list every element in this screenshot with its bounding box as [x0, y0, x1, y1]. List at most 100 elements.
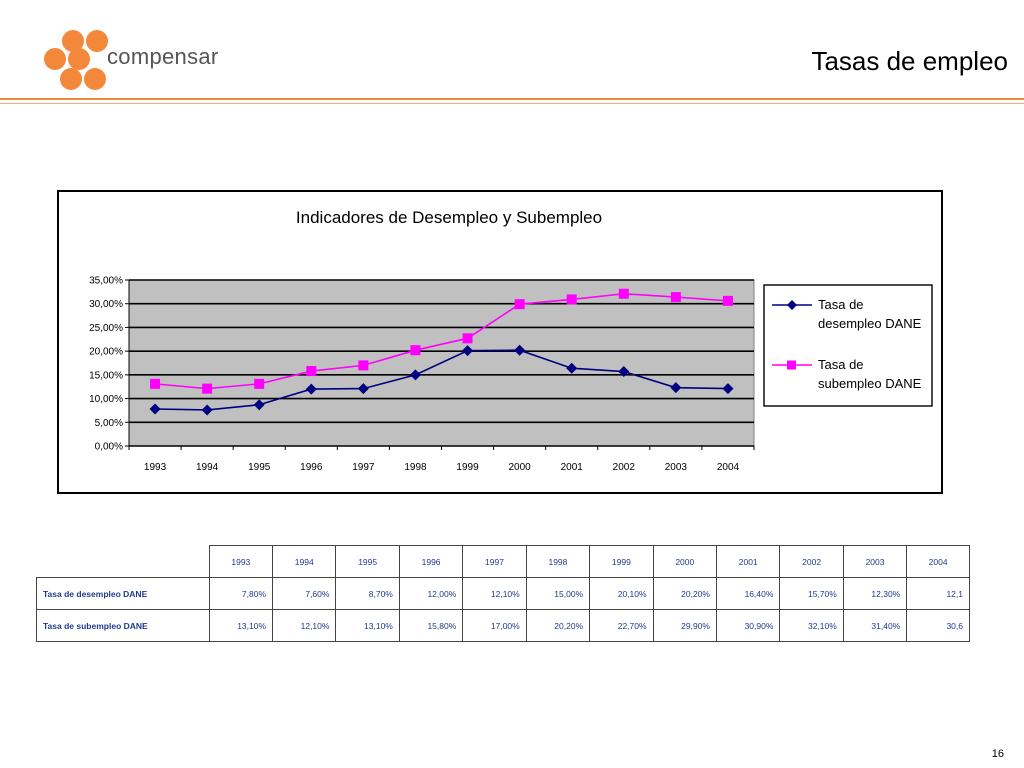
data-point-subempleo: [670, 292, 681, 303]
legend-label: Tasa de: [818, 357, 864, 372]
data-point-subempleo: [514, 299, 525, 310]
x-tick-label: 2002: [613, 462, 636, 473]
table-cell: 30,6: [906, 609, 970, 642]
x-tick-label: 1993: [144, 462, 167, 473]
legend-label: subempleo DANE: [818, 376, 922, 391]
y-tick-label: 25,00%: [89, 323, 123, 334]
page-title: Tasas de empleo: [811, 46, 1008, 76]
x-tick-label: 2004: [717, 462, 740, 473]
table-cell: 12,10%: [462, 577, 527, 610]
table-cell: 12,00%: [398, 577, 464, 610]
y-tick-label: 5,00%: [95, 418, 123, 429]
data-point-desempleo: [409, 369, 421, 381]
chart-frame: Indicadores de Desempleo y Subempleo 0,00…: [57, 190, 943, 494]
table-cell: 15,80%: [398, 609, 464, 642]
table-row: Tasa de desempleo DANE 7,80% 7,60% 8,70% 12,…: [36, 577, 970, 610]
table-corner-cell: [37, 546, 210, 578]
legend-marker: [787, 300, 797, 310]
data-point-subempleo: [306, 366, 317, 377]
series-line-0: [155, 349, 728, 411]
table-row-label: Tasa de subempleo DANE: [36, 609, 210, 642]
compensar-logo: compensar: [40, 24, 230, 94]
logo-text: compensar: [107, 44, 219, 69]
data-point-desempleo: [357, 383, 369, 395]
data-point-subempleo: [462, 333, 473, 344]
table-cell: 22,70%: [589, 609, 654, 642]
series-line-1: [154, 292, 729, 390]
table-cell: 8,70%: [335, 577, 400, 610]
x-tick-label: 2003: [665, 462, 688, 473]
y-tick-label: 15,00%: [89, 370, 123, 381]
table-cell: 12,10%: [272, 609, 337, 642]
x-tick-label: 1999: [456, 462, 479, 473]
table-cell: 16,40%: [715, 577, 781, 610]
x-tick-label: 1995: [248, 462, 271, 473]
data-point-desempleo: [722, 383, 734, 395]
table-cell: 13,10%: [208, 609, 274, 642]
table-year-header: 1993: [208, 545, 274, 578]
chart-title: Indicadores de Desempleo y Subempleo: [296, 208, 602, 227]
table-year-header: 1996: [398, 545, 464, 578]
data-point-subempleo: [254, 378, 265, 389]
line-chart: Indicadores de Desempleo y Subempleo 0,00…: [89, 208, 933, 473]
data-point-subempleo: [566, 294, 577, 305]
x-tick-label: 1996: [300, 462, 323, 473]
logo-dot: [84, 68, 106, 90]
y-tick-label: 0,00%: [95, 442, 123, 453]
legend-marker: [787, 360, 796, 370]
table-row: Tasa de subempleo DANE 13,10% 12,10% 13,10%…: [36, 609, 970, 642]
table-cell: 15,00%: [525, 577, 591, 610]
data-point-subempleo: [202, 383, 213, 394]
legend-label: desempleo DANE: [818, 316, 922, 331]
table-year-header: 1999: [589, 545, 654, 578]
y-tick-label: 10,00%: [89, 394, 123, 405]
table-row-label: Tasa de desempleo DANE: [36, 577, 210, 610]
table-cell: 29,90%: [652, 609, 717, 642]
table-cell: 12,30%: [842, 577, 908, 610]
logo-dot: [60, 68, 82, 90]
legend-label: Tasa de: [818, 297, 864, 312]
table-cell: 7,80%: [208, 577, 274, 610]
data-point-subempleo: [410, 345, 421, 356]
table-cell: 30,90%: [715, 609, 781, 642]
data-point-subempleo: [618, 288, 629, 299]
x-tick-label: 1998: [404, 462, 427, 473]
table-year-header: 2004: [906, 545, 970, 578]
page-number: 16: [991, 748, 1004, 760]
table-cell: 15,70%: [779, 577, 844, 610]
data-point-desempleo: [566, 362, 578, 374]
table-year-header: 2003: [842, 545, 908, 578]
data-point-desempleo: [670, 382, 682, 394]
data-point-subempleo: [722, 295, 733, 306]
y-tick-label: 30,00%: [89, 299, 123, 310]
table-year-header: 2001: [715, 545, 781, 578]
data-point-subempleo: [150, 378, 161, 389]
table-cell: 20,20%: [652, 577, 717, 610]
data-point-desempleo: [514, 344, 526, 356]
header-divider-secondary: [0, 103, 1024, 104]
data-point-desempleo: [201, 404, 213, 416]
table-cell: 20,20%: [525, 609, 591, 642]
table-year-header: 1995: [335, 545, 400, 578]
x-tick-label: 2000: [509, 462, 532, 473]
table-year-header: 1997: [462, 545, 527, 578]
table-cell: 12,1: [906, 577, 970, 610]
logo-dot: [62, 30, 84, 52]
table-year-header: 1994: [272, 545, 337, 578]
data-point-desempleo: [618, 366, 630, 378]
logo-dot: [68, 48, 90, 70]
table-year-header: 1998: [525, 545, 591, 578]
table-cell: 13,10%: [335, 609, 400, 642]
header-divider: [0, 98, 1024, 100]
data-point-subempleo: [358, 360, 369, 371]
y-tick-label: 20,00%: [89, 347, 123, 358]
x-tick-label: 1994: [196, 462, 219, 473]
logo-dot: [86, 30, 108, 52]
table-cell: 7,60%: [272, 577, 337, 610]
table-cell: 17,00%: [462, 609, 527, 642]
table-cell: 32,10%: [779, 609, 844, 642]
data-point-desempleo: [305, 383, 317, 395]
data-point-desempleo: [253, 399, 265, 411]
y-tick-label: 35,00%: [89, 276, 123, 287]
x-tick-label: 2001: [561, 462, 584, 473]
